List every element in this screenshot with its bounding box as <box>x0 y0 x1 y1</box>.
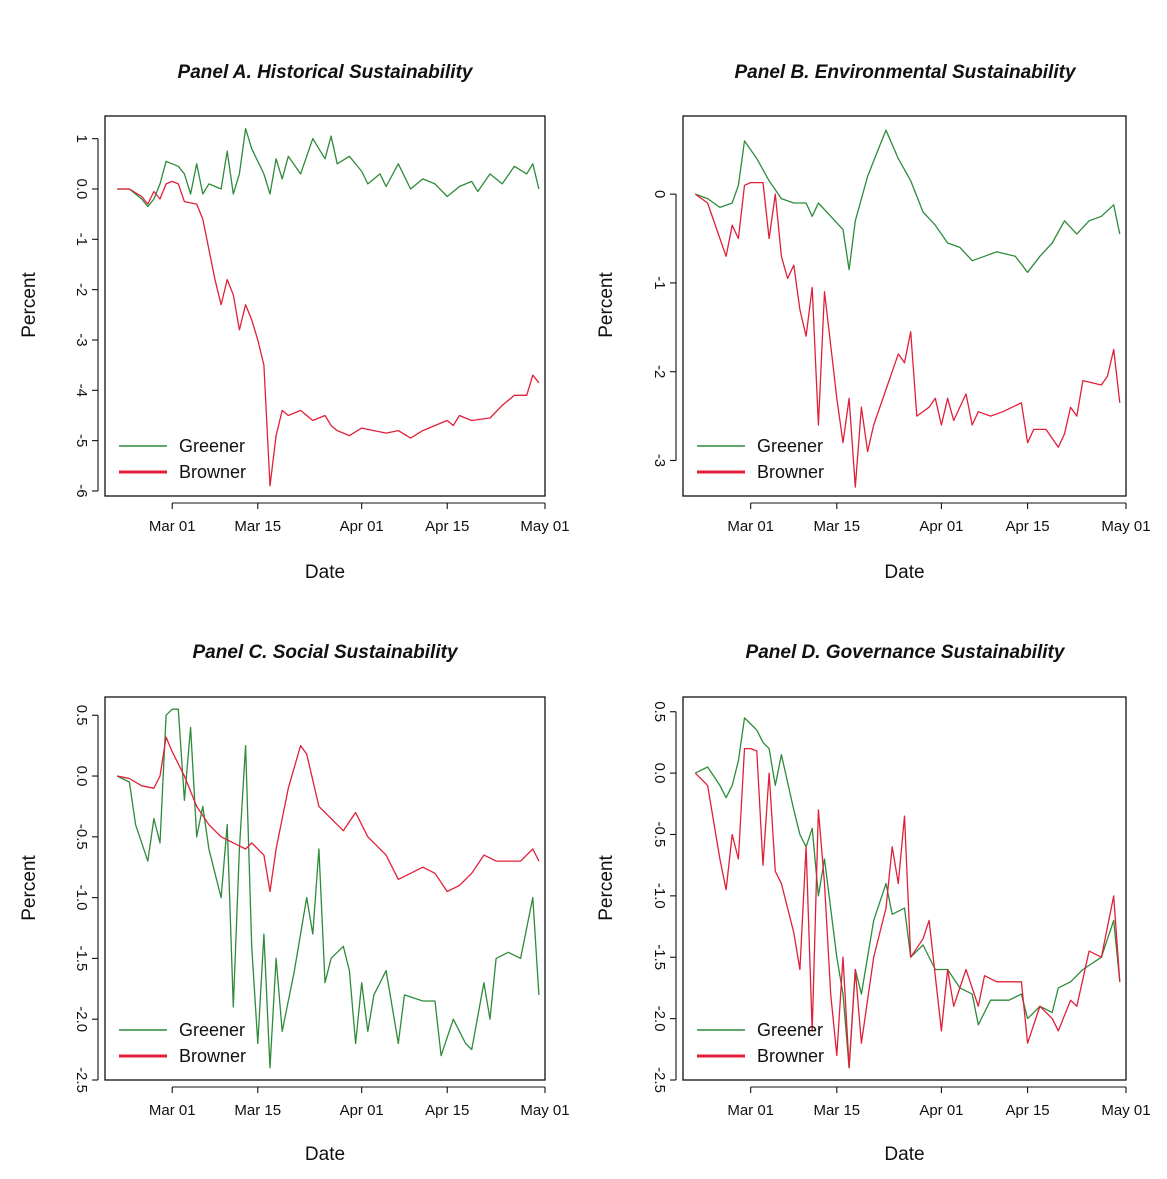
y-axis-title: Percent <box>19 272 40 338</box>
x-tick-label: Mar 15 <box>234 1102 281 1119</box>
x-tick-label: May 01 <box>1101 518 1150 535</box>
x-tick-label: Mar 01 <box>149 518 196 535</box>
legend-label-browner: Browner <box>179 1046 246 1066</box>
x-tick-label: Mar 15 <box>813 1102 860 1119</box>
x-tick-label: Mar 01 <box>727 518 774 535</box>
y-tick-label: -1.5 <box>651 944 668 970</box>
y-tick-label: -1.5 <box>73 945 90 971</box>
series-line-browner <box>117 180 540 487</box>
chart-title: Panel B. Environmental Sustainability <box>734 62 1076 83</box>
y-tick-label: -3 <box>651 454 668 467</box>
y-tick-label: -2.5 <box>73 1067 90 1093</box>
x-tick-label: May 01 <box>520 518 569 535</box>
legend-label-greener: Greener <box>179 436 245 456</box>
x-tick-label: Mar 01 <box>727 1102 774 1119</box>
y-tick-label: -1.0 <box>651 883 668 909</box>
series-line-browner <box>117 736 540 893</box>
x-tick-label: Apr 01 <box>919 518 963 535</box>
y-tick-label: -1 <box>651 276 668 289</box>
y-axis-title: Percent <box>596 272 617 338</box>
series-line-greener <box>695 129 1121 273</box>
x-tick-label: May 01 <box>1101 1102 1150 1119</box>
x-tick-label: Apr 01 <box>919 1102 963 1119</box>
x-axis-title: Date <box>305 1144 345 1165</box>
series-line-greener <box>695 717 1121 1069</box>
y-tick-label: -5 <box>73 434 90 447</box>
x-tick-label: Apr 01 <box>340 518 384 535</box>
y-tick-label: -2 <box>651 365 668 378</box>
y-tick-label: 0.0 <box>651 763 668 784</box>
legend-label-browner: Browner <box>179 462 246 482</box>
y-tick-label: 0.5 <box>73 705 90 726</box>
x-axis-title: Date <box>884 562 924 583</box>
y-tick-label: 1 <box>73 134 90 142</box>
legend-label-browner: Browner <box>757 462 824 482</box>
x-tick-label: Mar 15 <box>234 518 281 535</box>
x-tick-label: Mar 01 <box>149 1102 196 1119</box>
y-tick-label: -4 <box>73 384 90 397</box>
y-tick-label: -3 <box>73 333 90 346</box>
plot-frame <box>682 696 1127 1081</box>
y-tick-label: -0.5 <box>651 822 668 848</box>
y-axis-title: Percent <box>19 855 40 921</box>
y-tick-label: 0.5 <box>651 701 668 722</box>
legend-label-greener: Greener <box>179 1020 245 1040</box>
panel-d: Panel D. Governance Sustainability Date Pe… <box>596 642 1151 1165</box>
legend-label-browner: Browner <box>757 1046 824 1066</box>
chart-title: Panel C. Social Sustainability <box>192 642 458 663</box>
legend-label-greener: Greener <box>757 436 823 456</box>
x-axis-title: Date <box>884 1144 924 1165</box>
series-line-browner <box>694 747 1121 1069</box>
plot-frame <box>104 696 546 1081</box>
y-tick-label: -1.0 <box>73 885 90 911</box>
series-line-greener <box>116 708 540 1069</box>
legend-label-greener: Greener <box>757 1020 823 1040</box>
x-tick-label: Apr 15 <box>1005 518 1049 535</box>
x-tick-label: Apr 01 <box>340 1102 384 1119</box>
y-tick-label: 0 <box>651 190 668 198</box>
y-tick-label: -6 <box>73 484 90 497</box>
x-axis-title: Date <box>305 562 345 583</box>
y-tick-label: -2.5 <box>651 1067 668 1093</box>
series-line-greener <box>117 127 540 208</box>
x-tick-label: Mar 15 <box>813 518 860 535</box>
y-tick-label: -1 <box>73 233 90 246</box>
x-tick-label: May 01 <box>520 1102 569 1119</box>
y-tick-label: -0.5 <box>73 824 90 850</box>
chart-title: Panel A. Historical Sustainability <box>178 62 474 83</box>
y-tick-label: -2.0 <box>651 1006 668 1032</box>
y-tick-label: 0.0 <box>73 179 90 200</box>
series-line-browner <box>694 181 1121 488</box>
plot-frame <box>682 115 1127 497</box>
y-tick-label: -2.0 <box>73 1006 90 1032</box>
x-tick-label: Apr 15 <box>425 1102 469 1119</box>
panel-b: Panel B. Environmental Sustainability Dat… <box>596 62 1151 583</box>
chart-title: Panel D. Governance Sustainability <box>746 642 1066 663</box>
x-tick-label: Apr 15 <box>1005 1102 1049 1119</box>
plot-frame <box>104 115 546 497</box>
x-tick-label: Apr 15 <box>425 518 469 535</box>
y-tick-label: 0.0 <box>73 766 90 787</box>
panel-c: Panel C. Social Sustainability Date Percen… <box>19 642 570 1165</box>
y-tick-label: -2 <box>73 283 90 296</box>
y-axis-title: Percent <box>596 855 617 921</box>
panel-a: Panel A. Historical Sustainability Date Pe… <box>19 62 570 583</box>
